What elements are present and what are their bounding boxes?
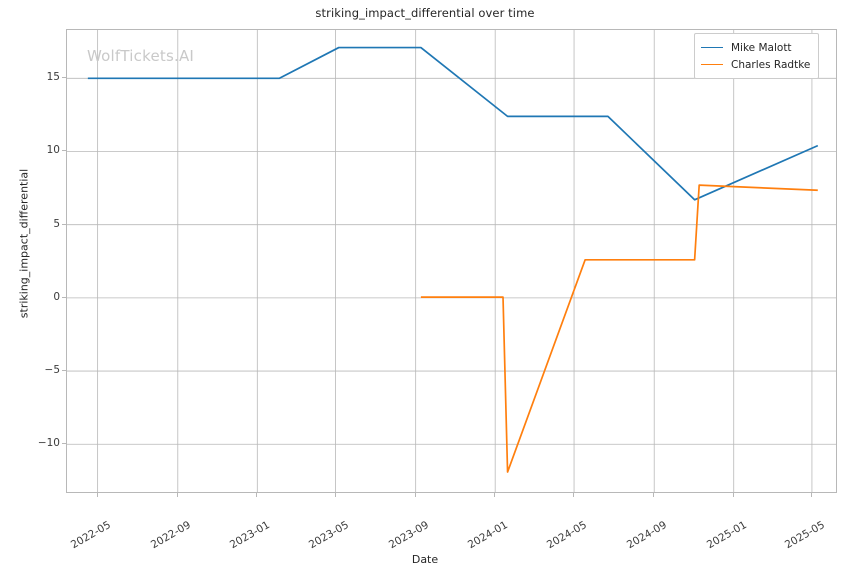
- x-tick-label: 2022-09: [148, 518, 193, 552]
- x-tick-mark: [96, 493, 98, 497]
- x-tick-mark: [256, 493, 258, 497]
- y-tick-mark: [62, 443, 66, 445]
- y-tick-mark: [62, 150, 66, 152]
- legend-label: Mike Malott: [731, 41, 792, 54]
- x-tick-mark: [573, 493, 575, 497]
- x-tick-label: 2024-01: [466, 518, 511, 552]
- legend-item[interactable]: Charles Radtke: [701, 56, 810, 73]
- legend-swatch-icon: [701, 64, 723, 65]
- chart-title: striking_impact_differential over time: [315, 6, 535, 20]
- y-tick-label: 15: [46, 71, 60, 84]
- legend-item[interactable]: Mike Malott: [701, 39, 810, 56]
- x-tick-mark: [494, 493, 496, 497]
- x-tick-mark: [176, 493, 178, 497]
- legend-label: Charles Radtke: [731, 58, 811, 71]
- x-tick-label: 2023-01: [228, 518, 273, 552]
- y-axis-ticks: 15 10 5 0 −5 −10: [0, 29, 850, 493]
- x-tick-label: 2023-05: [306, 518, 351, 552]
- y-tick-label: 10: [46, 144, 60, 157]
- x-tick-mark: [414, 493, 416, 497]
- y-tick-mark: [62, 77, 66, 79]
- legend-swatch-icon: [701, 47, 723, 48]
- y-tick-label: 0: [53, 290, 60, 303]
- x-tick-label: 2025-01: [704, 518, 749, 552]
- x-axis-ticks: 2022-05 2022-09 2023-01 2023-05 2023-09 2024-…: [0, 493, 850, 563]
- x-tick-mark: [810, 493, 812, 497]
- x-tick-mark: [653, 493, 655, 497]
- series-line: [87, 46, 819, 201]
- x-tick-mark: [334, 493, 336, 497]
- x-tick-label: 2022-05: [68, 518, 113, 552]
- y-tick-mark: [62, 296, 66, 298]
- x-tick-label: 2023-09: [386, 518, 431, 552]
- x-tick-label: 2025-05: [782, 518, 827, 552]
- x-tick-label: 2024-09: [625, 518, 670, 552]
- y-tick-mark: [62, 370, 66, 372]
- y-tick-label: 5: [53, 217, 60, 230]
- x-tick-label: 2024-05: [544, 518, 589, 552]
- x-axis-label: Date: [411, 553, 439, 566]
- y-axis-label: striking_impact_differential: [17, 168, 31, 319]
- y-tick-label: −5: [44, 364, 60, 377]
- series-line: [420, 184, 818, 473]
- y-tick-mark: [62, 223, 66, 225]
- x-tick-mark: [732, 493, 734, 497]
- y-tick-label: −10: [37, 437, 60, 450]
- chart-legend: Mike Malott Charles Radtke: [694, 33, 820, 79]
- series-lines: [87, 46, 819, 473]
